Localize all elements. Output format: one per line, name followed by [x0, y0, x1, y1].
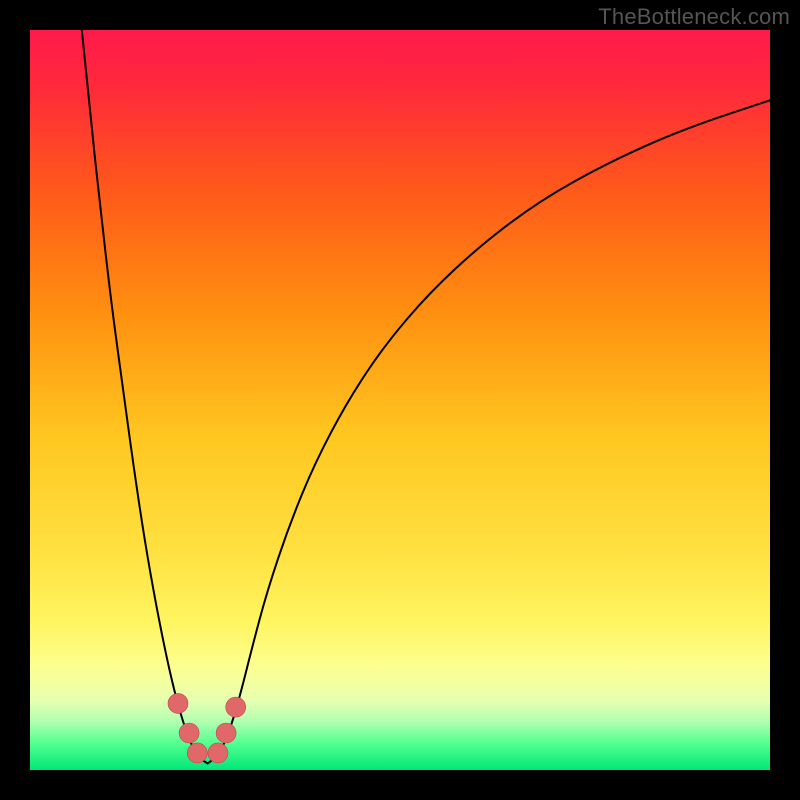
chart-marker	[179, 723, 199, 743]
watermark-text: TheBottleneck.com	[598, 4, 790, 30]
chart-marker	[226, 697, 246, 717]
chart-marker	[187, 743, 207, 763]
chart-container: TheBottleneck.com	[0, 0, 800, 800]
chart-marker	[208, 743, 228, 763]
bottleneck-chart	[0, 0, 800, 800]
chart-marker	[216, 723, 236, 743]
chart-marker	[168, 693, 188, 713]
